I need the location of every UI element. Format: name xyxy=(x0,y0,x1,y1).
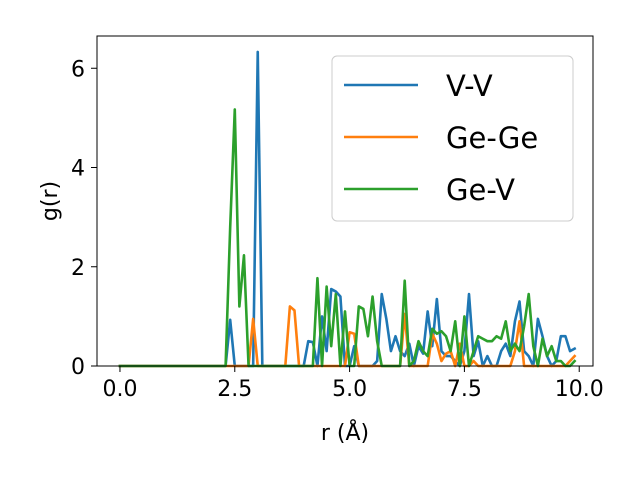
x-tick-label: 5.0 xyxy=(332,377,367,402)
y-axis-ticks: 0 2 4 6 xyxy=(71,57,97,380)
y-tick-label: 4 xyxy=(71,157,85,182)
x-axis-label: r (Å) xyxy=(321,419,369,446)
y-tick-label: 6 xyxy=(71,57,85,82)
x-tick-label: 10.0 xyxy=(555,377,604,402)
legend-box xyxy=(331,55,574,222)
y-tick-label: 2 xyxy=(71,256,85,281)
legend-label-ge-v: Ge-V xyxy=(446,173,515,207)
y-tick-label: 0 xyxy=(71,355,85,380)
x-axis-ticks: 0.0 2.5 5.0 7.5 10.0 xyxy=(102,366,604,402)
legend-label-v-v: V-V xyxy=(446,69,493,103)
legend-label-ge-ge: Ge-Ge xyxy=(446,121,538,155)
x-tick-label: 7.5 xyxy=(447,377,482,402)
x-tick-label: 2.5 xyxy=(217,377,252,402)
y-axis-label: g(r) xyxy=(38,181,63,221)
axes-frame xyxy=(96,35,594,367)
x-tick-label: 0.0 xyxy=(102,377,137,402)
legend: V-V Ge-Ge Ge-V xyxy=(331,55,574,222)
series-line-ge-ge xyxy=(118,305,577,368)
